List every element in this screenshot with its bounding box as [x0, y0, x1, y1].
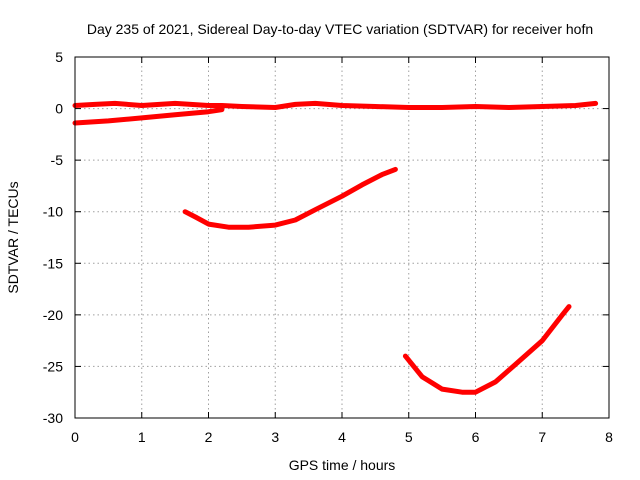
y-tick-label: -30	[43, 410, 63, 426]
x-tick-label: 0	[71, 429, 79, 445]
series-trace-near-zero-lower	[72, 107, 225, 126]
x-tick-label: 4	[338, 429, 346, 445]
series-trace-near-zero-upper	[72, 100, 599, 110]
series-trace-mid	[182, 166, 398, 230]
y-tick-label: -20	[43, 307, 63, 323]
x-tick-label: 8	[605, 429, 613, 445]
x-tick-label: 5	[405, 429, 413, 445]
y-axis-label: SDTVAR / TECUs	[5, 181, 21, 293]
x-tick-label: 3	[271, 429, 279, 445]
series-trace-low	[402, 304, 572, 395]
y-tick-label: -5	[51, 152, 64, 168]
y-tick-label: -10	[43, 204, 63, 220]
x-axis-label: GPS time / hours	[289, 457, 396, 473]
grid	[75, 57, 609, 418]
y-tick-label: -15	[43, 255, 63, 271]
x-tick-label: 6	[472, 429, 480, 445]
x-tick-label: 7	[538, 429, 546, 445]
y-tick-label: 0	[55, 101, 63, 117]
x-tick-label: 1	[138, 429, 146, 445]
y-tick-label: -25	[43, 358, 63, 374]
series-layer	[72, 100, 599, 395]
ticks: 0 1 2 3 4 5 6 7 8 5 0 -5 -10 -15 -20 -25 -30	[43, 49, 613, 445]
x-tick-label: 2	[205, 429, 213, 445]
chart-title: Day 235 of 2021, Sidereal Day-to-day VTE…	[87, 21, 593, 37]
y-tick-label: 5	[55, 49, 63, 65]
